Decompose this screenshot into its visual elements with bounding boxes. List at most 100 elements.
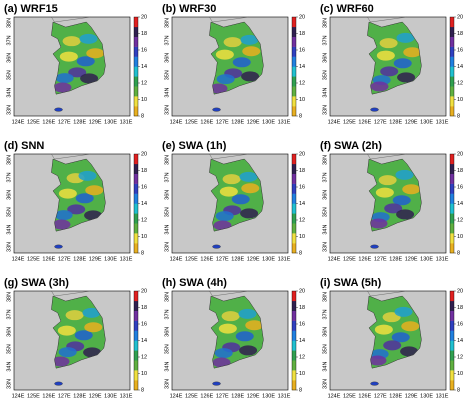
colorbar-segment [450,193,454,204]
colorbar-segment [134,26,138,37]
jeju [370,107,379,112]
colorbar-segment [450,310,454,321]
field-patch [76,56,95,67]
lon-label: 127E [374,393,387,399]
lat-label: 33N [6,242,12,252]
lon-label: 127E [58,256,71,262]
field-patch [212,357,231,368]
field-patch [219,186,238,197]
colorbar-label: 8 [141,113,144,119]
coastline [367,158,422,232]
colorbar-segment [134,96,138,107]
lat-label: 35N [164,207,170,217]
lat-label: 38N [6,18,12,28]
field-patch [57,325,76,336]
panel-title: (e) SWA (1h) [162,140,227,152]
field-patch [52,219,71,230]
lon-label: 126E [200,256,213,262]
colorbar-label: 10 [457,371,463,377]
lat-label: 38N [164,155,170,165]
colorbar-segment [134,300,138,311]
colorbar-segment [292,370,296,381]
colorbar-label: 16 [457,184,463,190]
colorbar-label: 16 [457,321,463,327]
colorbar-label: 14 [457,201,463,207]
colorbar-segment [450,243,454,254]
panel-title: (b) WRF30 [162,3,216,15]
jeju [370,381,379,386]
lon-label: 129E [247,256,260,262]
colorbar-segment [450,76,454,87]
lon-label: 125E [185,393,198,399]
colorbar-segment [134,320,138,331]
colorbar-label: 18 [299,168,305,174]
field-patch [59,51,78,62]
lon-label: 129E [247,119,260,125]
border [51,290,92,297]
lon-label: 125E [185,256,198,262]
lon-label: 128E [389,119,402,125]
colorbar-segment [292,213,296,224]
lon-label: 127E [216,256,229,262]
colorbar-segment [450,163,454,174]
lat-label: 35N [322,207,328,217]
colorbar-segment [450,380,454,391]
lon-label: 129E [405,393,418,399]
field-patch [235,331,254,342]
field-patch [231,194,250,205]
lat-label: 34N [6,225,12,235]
border [209,153,250,160]
lon-label: 125E [27,256,40,262]
lon-label: 126E [42,256,55,262]
lat-label: 34N [322,225,328,235]
lon-label: 128E [231,119,244,125]
colorbar-label: 8 [457,387,460,393]
lat-label: 36N [164,327,170,337]
colorbar-segment [292,154,296,165]
colorbar-label: 20 [299,14,305,20]
field-patch [374,324,393,335]
lon-label: 124E [12,119,25,125]
coastline [51,21,106,95]
colorbar-segment [292,26,296,37]
lat-label: 37N [322,35,328,45]
colorbar-label: 12 [141,80,147,86]
field-patch [221,311,240,322]
field-patch [82,307,101,318]
lon-label: 131E [120,393,133,399]
colorbar-segment [450,17,454,28]
colorbar-segment [134,243,138,254]
lon-label: 128E [231,393,244,399]
lat-label: 38N [322,155,328,165]
colorbar-label: 10 [141,234,147,240]
field-patch [378,175,397,186]
lat-label: 33N [164,242,170,252]
field-patch [79,33,98,44]
colorbar-label: 18 [457,305,463,311]
field-patch [85,185,104,196]
colorbar-segment [450,86,454,97]
field-patch [397,72,416,83]
lon-label: 127E [58,119,71,125]
colorbar-segment [292,350,296,361]
field-patch [74,330,93,341]
field-patch [53,82,72,93]
colorbar-label: 18 [457,31,463,37]
lon-label: 126E [358,119,371,125]
colorbar-segment [292,360,296,371]
field-patch [218,323,237,334]
field-patch [58,188,77,199]
colorbar-segment [450,223,454,234]
lat-label: 35N [322,344,328,354]
lon-label: 124E [12,393,25,399]
colorbar-label: 10 [141,371,147,377]
field-patch [241,71,260,82]
colorbar-segment [292,66,296,77]
colorbar-segment [134,360,138,371]
lon-label: 126E [358,256,371,262]
colorbar-segment [450,36,454,47]
colorbar-segment [134,310,138,321]
colorbar-segment [450,340,454,351]
colorbar-segment [450,183,454,194]
coastline [209,21,264,95]
